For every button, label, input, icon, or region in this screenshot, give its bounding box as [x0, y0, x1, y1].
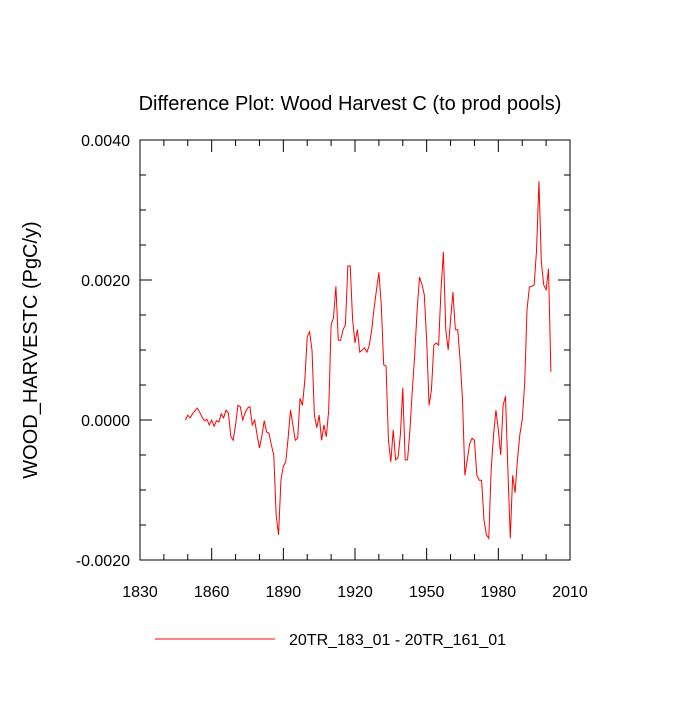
x-tick-label: 1860 [194, 584, 230, 601]
y-tick-label: 0.0000 [81, 413, 130, 430]
x-tick-label: 1920 [337, 584, 373, 601]
x-tick-label: 1950 [409, 584, 445, 601]
x-tick-label: 1830 [122, 584, 158, 601]
chart-title: Difference Plot: Wood Harvest C (to prod… [139, 93, 562, 115]
x-tick-label: 1980 [481, 584, 517, 601]
x-tick-label: 2010 [552, 584, 588, 601]
y-axis-label: WOOD_HARVESTC (PgC/y) [20, 221, 42, 478]
y-tick-label: -0.0020 [76, 553, 130, 570]
data-line [184, 181, 552, 540]
y-tick-label: 0.0020 [81, 273, 130, 290]
x-tick-label: 1890 [266, 584, 302, 601]
legend-label: 20TR_183_01 - 20TR_161_01 [289, 632, 506, 649]
plot-frame [139, 139, 571, 561]
y-tick-label: 0.0040 [81, 133, 130, 150]
